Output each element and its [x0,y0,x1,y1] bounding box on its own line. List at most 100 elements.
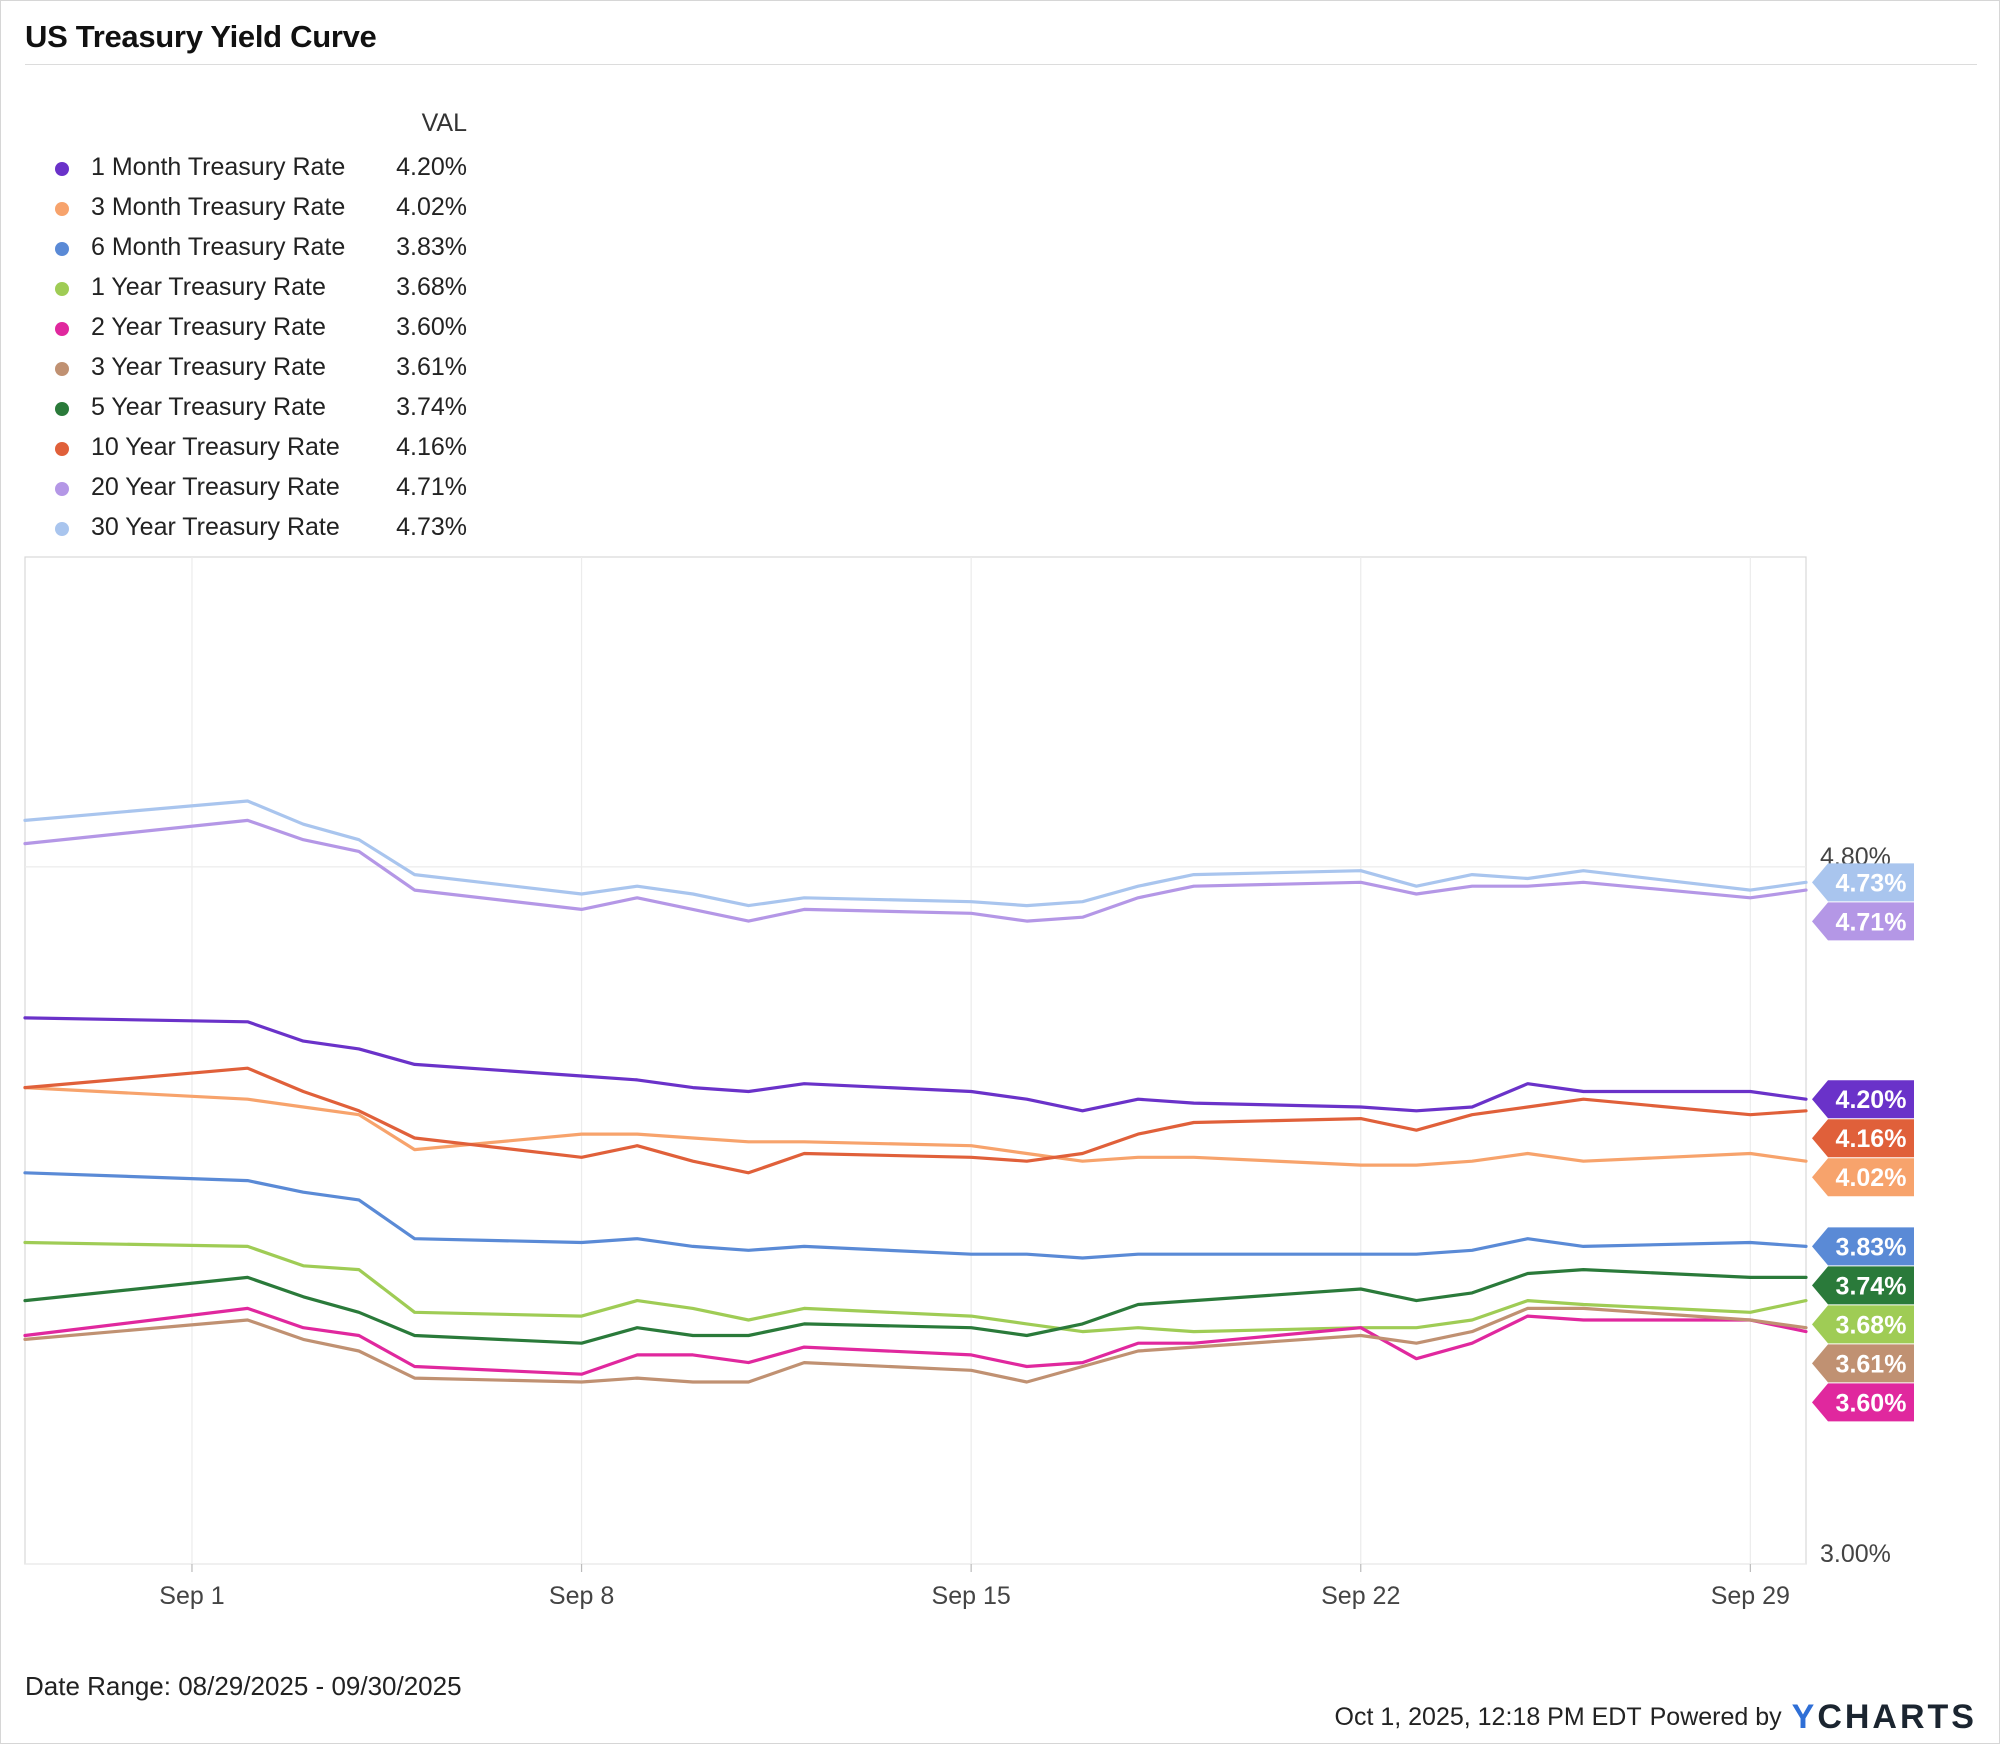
legend-marker [55,282,69,296]
legend-item-20-year-treasury-rate[interactable]: 20 Year Treasury Rate 4.71% [49,469,489,509]
legend-label: 30 Year Treasury Rate [91,513,340,541]
legend-value: 3.83% [396,233,467,261]
y-tick-label: 3.00% [1820,1540,1891,1568]
end-tag-label: 4.02% [1836,1164,1907,1192]
end-tag-shape [1812,1119,1914,1158]
end-tag-3-month-treasury-rate: 4.02% [1812,1158,1914,1197]
ycharts-logo[interactable]: YCHARTS [1792,1698,1977,1737]
end-tag-shape [1812,1344,1914,1383]
legend-marker [55,402,69,416]
legend-marker [55,482,69,496]
end-tag-6-month-treasury-rate: 3.83% [1812,1227,1914,1266]
chart-grid [24,556,1807,1565]
series-line-10-year-treasury-rate [23,1066,1808,1175]
legend-label: 3 Month Treasury Rate [91,193,346,221]
end-tag-label: 4.73% [1836,869,1907,897]
x-tick-label: Sep 22 [1321,1582,1400,1610]
end-tag-label: 4.20% [1836,1086,1907,1114]
end-tag-10-year-treasury-rate: 4.16% [1812,1119,1914,1158]
end-tag-shape [1812,863,1914,902]
end-tag-label: 3.83% [1836,1233,1907,1261]
footer-timestamp: Oct 1, 2025, 12:18 PM EDT [1334,1703,1642,1731]
chart-series-lines [23,799,1808,1384]
legend-value: 4.16% [396,433,467,461]
legend-label: 20 Year Treasury Rate [91,473,340,501]
legend-marker [55,202,69,216]
chart-end-tags: 4.73% 4.71% 4.20% 4.16% 4.02% 3.83% 3.74% 3.68%… [1812,863,1914,1422]
legend-label: 3 Year Treasury Rate [91,353,326,381]
legend-item-6-month-treasury-rate[interactable]: 6 Month Treasury Rate 3.83% [49,229,489,269]
legend-value: 3.74% [396,393,467,421]
legend-item-3-year-treasury-rate[interactable]: 3 Year Treasury Rate 3.61% [49,349,489,389]
x-tick-label: Sep 29 [1711,1582,1790,1610]
legend-marker [55,442,69,456]
legend-label: 6 Month Treasury Rate [91,233,346,261]
end-tag-3-year-treasury-rate: 3.61% [1812,1344,1914,1383]
end-tag-shape [1812,1266,1914,1305]
legend-item-1-year-treasury-rate[interactable]: 1 Year Treasury Rate 3.68% [49,269,489,309]
end-tag-shape [1812,902,1914,941]
legend-marker [55,522,69,536]
legend-label: 1 Year Treasury Rate [91,273,326,301]
x-tick-label: Sep 8 [549,1582,614,1610]
legend-item-1-month-treasury-rate[interactable]: 1 Month Treasury Rate 4.20% [49,149,489,189]
legend-item-5-year-treasury-rate[interactable]: 5 Year Treasury Rate 3.74% [49,389,489,429]
series-line-1-month-treasury-rate [23,1016,1808,1113]
end-tag-5-year-treasury-rate: 3.74% [1812,1266,1914,1305]
legend-value: 4.20% [396,153,467,181]
legend-value: 3.61% [396,353,467,381]
legend-label: 1 Month Treasury Rate [91,153,346,181]
series-line-3-year-treasury-rate [23,1306,1808,1384]
legend-item-30-year-treasury-rate[interactable]: 30 Year Treasury Rate 4.73% [49,509,489,549]
end-tag-label: 3.68% [1836,1311,1907,1339]
end-tag-label: 3.74% [1836,1272,1907,1300]
legend-value: 3.68% [396,273,467,301]
legend-item-2-year-treasury-rate[interactable]: 2 Year Treasury Rate 3.60% [49,309,489,349]
legend-value: 4.71% [396,473,467,501]
end-tag-1-year-treasury-rate: 3.68% [1812,1305,1914,1344]
legend-marker [55,322,69,336]
footer-powered-by: Powered by [1649,1703,1782,1731]
plot-area [24,556,1807,1565]
legend-value: 4.73% [396,513,467,541]
legend-item-10-year-treasury-rate[interactable]: 10 Year Treasury Rate 4.16% [49,429,489,469]
end-tag-label: 4.16% [1836,1125,1907,1153]
end-tag-2-year-treasury-rate: 3.60% [1812,1383,1914,1422]
end-tag-shape [1812,1305,1914,1344]
ycharts-logo-y: Y [1791,1698,1818,1736]
legend-value: 3.60% [396,313,467,341]
end-tag-label: 3.60% [1836,1389,1907,1417]
legend-value: 4.02% [396,193,467,221]
legend-label: 2 Year Treasury Rate [91,313,326,341]
end-tag-shape [1812,1080,1914,1119]
x-tick-label: Sep 1 [159,1582,224,1610]
chart-axes: Sep 1 Sep 8 Sep 15 Sep 22 Sep 294.80%3.00% [159,843,1891,1610]
ycharts-logo-text: CHARTS [1817,1698,1977,1736]
date-range-label: Date Range: 08/29/2025 - 09/30/2025 [25,1671,462,1701]
end-tag-shape [1812,1227,1914,1266]
legend-item-3-month-treasury-rate[interactable]: 3 Month Treasury Rate 4.02% [49,189,489,229]
end-tag-1-month-treasury-rate: 4.20% [1812,1080,1914,1119]
end-tag-30-year-treasury-rate: 4.73% [1812,863,1914,902]
end-tag-label: 4.71% [1836,908,1907,936]
end-tag-label: 3.61% [1836,1350,1907,1378]
series-line-3-month-treasury-rate [23,1085,1808,1167]
legend-header: VAL [421,109,467,137]
legend-label: 10 Year Treasury Rate [91,433,340,461]
series-line-1-year-treasury-rate [23,1240,1808,1334]
series-line-2-year-treasury-rate [23,1306,1808,1376]
series-line-20-year-treasury-rate [23,818,1808,923]
series-line-30-year-treasury-rate [23,799,1808,908]
x-tick-label: Sep 15 [932,1582,1011,1610]
legend-marker [55,362,69,376]
footer: Oct 1, 2025, 12:18 PM EDT Powered by YCH… [1335,1698,1977,1737]
end-tag-shape [1812,1158,1914,1197]
end-tag-shape [1812,1383,1914,1422]
page-title: US Treasury Yield Curve [25,19,377,54]
title-divider [25,64,1977,65]
end-tag-20-year-treasury-rate: 4.71% [1812,902,1914,941]
series-line-5-year-treasury-rate [23,1267,1808,1345]
legend-marker [55,162,69,176]
